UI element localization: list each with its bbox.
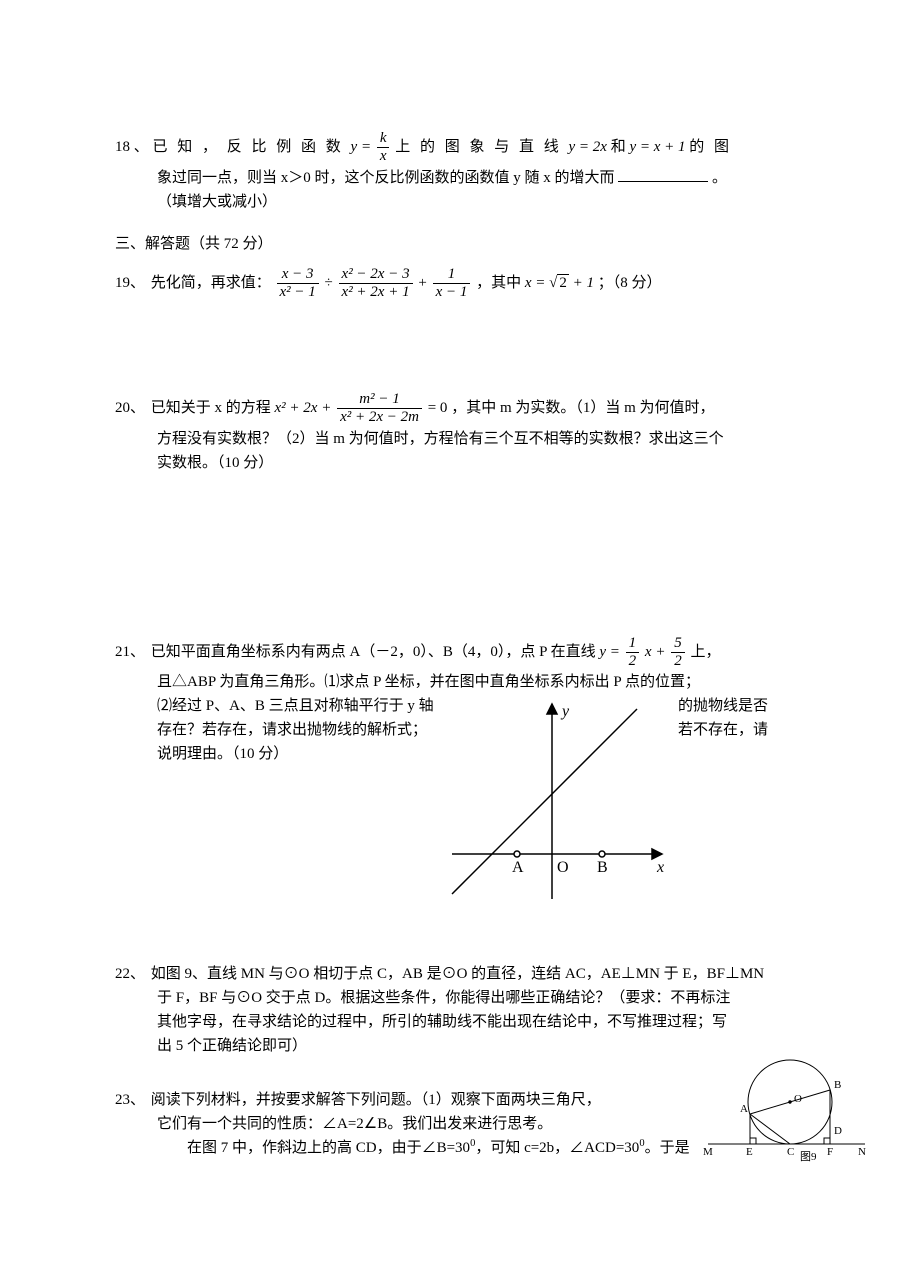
q19-value: x = √2 + 1 bbox=[525, 274, 598, 291]
q21-line5-left: 说明理由。（10 分） bbox=[157, 742, 442, 766]
q20-line2: 方程没有实数根？（2）当 m 为何值时，方程恰有三个互不相等的实数根？求出这三个 bbox=[115, 427, 810, 451]
question-22: 22、 如图 9、直线 MN 与⊙O 相切于点 C，AB 是⊙O 的直径，连结 … bbox=[115, 962, 810, 1058]
graph-label-y: y bbox=[560, 703, 570, 720]
graph-label-A: A bbox=[512, 859, 524, 876]
q19-comma: ，其中 bbox=[476, 275, 525, 291]
svg-text:E: E bbox=[746, 1146, 753, 1158]
q18-number: 18 、 bbox=[115, 135, 149, 159]
q20-number: 20、 bbox=[115, 396, 147, 420]
svg-text:A: A bbox=[740, 1103, 748, 1115]
q21-number: 21、 bbox=[115, 640, 147, 664]
q19-prefix: 先化简，再求值： bbox=[151, 275, 271, 291]
q21-line4-left: 存在？若存在，请求出抛物线的解析式； bbox=[157, 718, 442, 742]
q21-line2: 且△ABP 为直角三角形。⑴求点 P 坐标，并在图中直角坐标系内标出 P 点的位… bbox=[115, 670, 810, 694]
q22-number: 22、 bbox=[115, 962, 147, 986]
q20-line1: 20、 已知关于 x 的方程 x² + 2x + m² − 1x² + 2x −… bbox=[115, 391, 810, 427]
q21-line-eq: y = 12 x + 52 bbox=[599, 644, 690, 660]
svg-text:图9: 图9 bbox=[800, 1150, 817, 1162]
q21-line3-left: ⑵经过 P、A、B 三点且对称轴平行于 y 轴 bbox=[157, 694, 442, 718]
section-3-header: 三、解答题（共 72 分） bbox=[115, 232, 810, 256]
question-19: 19、 先化简，再求值： x − 3x² − 1 ÷ x² − 2x − 3x²… bbox=[115, 266, 810, 302]
graph-label-O: O bbox=[557, 859, 569, 876]
q19-expression: x − 3x² − 1 ÷ x² − 2x − 3x² + 2x + 1 + 1… bbox=[275, 275, 477, 291]
q18-eq3: y = x + 1 bbox=[629, 139, 685, 155]
svg-text:F: F bbox=[827, 1146, 833, 1158]
q21-graph: A O B x y bbox=[442, 694, 672, 904]
graph-label-B: B bbox=[597, 859, 608, 876]
svg-text:C: C bbox=[787, 1146, 794, 1158]
q20-equation: x² + 2x + m² − 1x² + 2x − 2m = 0 bbox=[275, 400, 452, 416]
q19-number: 19、 bbox=[115, 271, 147, 295]
q19-tail: ；（8 分） bbox=[598, 275, 662, 291]
q18-and: 和 bbox=[611, 139, 630, 155]
svg-text:D: D bbox=[834, 1125, 842, 1137]
q18-line1: 18 、 已 知 ， 反 比 例 函 数 y = kx 上 的 图 象 与 直 … bbox=[115, 130, 810, 166]
q18-line3: （填增大或减小） bbox=[115, 190, 810, 214]
svg-text:O: O bbox=[794, 1093, 802, 1105]
q21-line3-right: 的抛物线是否 bbox=[678, 694, 810, 718]
q18-blank[interactable] bbox=[618, 167, 708, 182]
q18-eq2: y = 2x bbox=[569, 139, 607, 155]
figure-9: A B C D E F M N O 图9 bbox=[700, 1052, 870, 1170]
q21-line1: 21、 已知平面直角坐标系内有两点 A（－2，0）、B（4，0），点 P 在直线… bbox=[115, 635, 810, 671]
q20-line3: 实数根。（10 分） bbox=[115, 451, 810, 475]
q22-line2: 于 F，BF 与⊙O 交于点 D。根据这些条件，你能得出哪些正确结论？（要求：不… bbox=[115, 986, 810, 1010]
q18-text-a: 已 知 ， 反 比 例 函 数 bbox=[153, 139, 351, 155]
q18-eq1: y = kx bbox=[351, 139, 396, 155]
q23-number: 23、 bbox=[115, 1088, 147, 1112]
graph-label-x: x bbox=[656, 859, 664, 876]
svg-text:N: N bbox=[858, 1146, 866, 1158]
svg-text:M: M bbox=[703, 1146, 713, 1158]
question-21: 21、 已知平面直角坐标系内有两点 A（－2，0）、B（4，0），点 P 在直线… bbox=[115, 635, 810, 913]
q18-line2: 象过同一点，则当 x＞0 时，这个反比例函数的函数值 y 随 x 的增大而 。 bbox=[115, 166, 810, 190]
q18-text-c: 的 图 bbox=[689, 139, 732, 155]
q22-line1: 22、 如图 9、直线 MN 与⊙O 相切于点 C，AB 是⊙O 的直径，连结 … bbox=[115, 962, 810, 986]
question-20: 20、 已知关于 x 的方程 x² + 2x + m² − 1x² + 2x −… bbox=[115, 391, 810, 475]
q21-line4-right: 若不存在，请 bbox=[678, 718, 810, 742]
q22-line3: 其他字母，在寻求结论的过程中，所引的辅助线不能出现在结论中，不写推理过程；写 bbox=[115, 1010, 810, 1034]
svg-text:B: B bbox=[834, 1079, 841, 1091]
question-18: 18 、 已 知 ， 反 比 例 函 数 y = kx 上 的 图 象 与 直 … bbox=[115, 130, 810, 214]
q18-text-b: 上 的 图 象 与 直 线 bbox=[395, 139, 568, 155]
